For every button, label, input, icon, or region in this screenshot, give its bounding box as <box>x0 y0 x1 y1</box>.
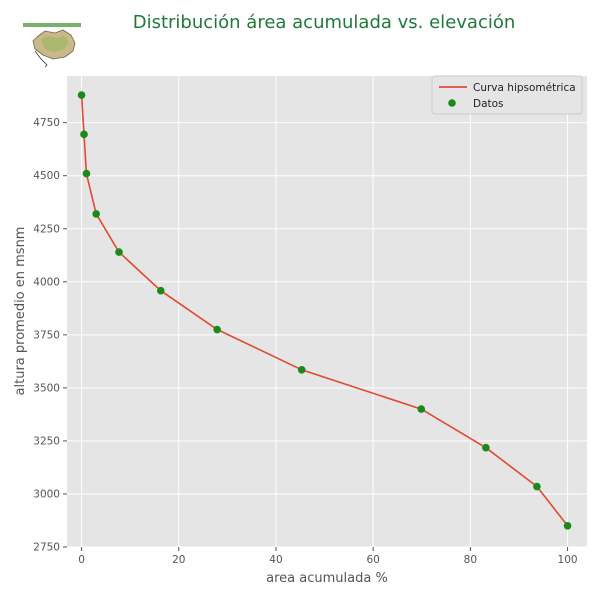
data-point <box>213 325 221 334</box>
y-axis: 2750 3000 3250 3500 3750 4000 4250 4500 4750 <box>33 117 67 554</box>
y-tick-label: 3750 <box>33 329 60 341</box>
data-points <box>77 91 572 530</box>
data-point <box>482 443 490 452</box>
plot-area <box>67 76 587 547</box>
y-tick-label: 4750 <box>33 117 60 129</box>
data-point <box>80 130 88 139</box>
y-tick-label: 2750 <box>33 542 60 554</box>
x-axis: 0 20 40 60 80 100 <box>78 547 578 566</box>
series-line-curva-hipsometrica <box>80 95 569 527</box>
y-tick-label: 4500 <box>33 170 60 182</box>
data-point <box>417 405 426 413</box>
grid <box>67 76 587 548</box>
data-point <box>563 521 572 530</box>
watershed-map-icon <box>23 23 81 68</box>
x-tick-label: 20 <box>172 554 185 566</box>
x-tick-label: 100 <box>558 554 578 566</box>
x-axis-label: area acumulada % <box>266 571 388 586</box>
legend-dot-swatch <box>448 99 456 107</box>
legend-box <box>431 75 583 115</box>
data-point <box>82 169 91 178</box>
y-tick-label: 4250 <box>33 223 60 235</box>
legend-label-datos: Datos <box>473 98 504 110</box>
chart-title: Distribución área acumulada vs. elevació… <box>133 12 516 33</box>
y-tick-label: 3000 <box>33 488 60 500</box>
data-point <box>77 91 86 99</box>
y-tick-label: 3250 <box>33 435 60 447</box>
legend-label-curva: Curva hipsométrica <box>473 82 576 94</box>
x-tick-label: 60 <box>366 554 379 566</box>
legend: Curva hipsométrica Datos <box>431 75 583 115</box>
data-point <box>115 248 123 256</box>
y-axis-label: altura promedio en msnm <box>13 227 28 396</box>
data-point <box>533 482 541 491</box>
watershed-map-logo <box>23 23 81 69</box>
x-tick-label: 40 <box>269 554 282 566</box>
x-tick-label: 80 <box>464 554 477 566</box>
y-tick-label: 3500 <box>33 382 60 394</box>
y-tick-label: 4000 <box>33 276 60 288</box>
data-point <box>92 210 100 218</box>
data-point <box>156 286 165 295</box>
data-point <box>297 366 306 374</box>
x-tick-label: 0 <box>78 554 85 566</box>
